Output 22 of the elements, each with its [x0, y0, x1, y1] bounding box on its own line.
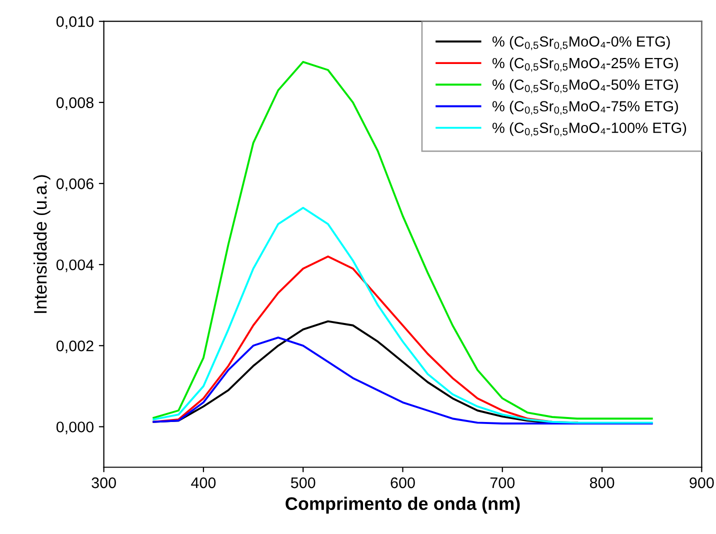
x-tick-label: 500	[290, 477, 316, 488]
legend-label: % (C$_{0,5}$Sr$_{0,5}$MoO₄-100% ETG)	[492, 122, 686, 136]
legend-label: % (C$_{0,5}$Sr$_{0,5}$MoO₄-25% ETG)	[492, 58, 678, 72]
line-series	[152, 206, 653, 424]
y-tick-label: 0,004	[56, 259, 94, 272]
x-tick-label: 600	[390, 477, 415, 488]
y-tick-label: 0,000	[56, 422, 94, 434]
y-axis-title: Intensidade (u.a.)	[33, 175, 50, 313]
line-series	[152, 336, 653, 424]
legend-label: % (C$_{0,5}$Sr$_{0,5}$MoO₄-0% ETG)	[492, 36, 670, 50]
x-tick-label: 400	[191, 477, 216, 488]
y-tick-label: 0,002	[56, 340, 94, 354]
x-tick-label: 700	[490, 477, 515, 488]
y-tick-label: 0,006	[56, 178, 94, 191]
x-tick-label: 800	[590, 477, 614, 488]
x-axis-title: Comprimento de onda (nm)	[286, 496, 520, 514]
y-tick-label: 0,010	[56, 16, 94, 29]
legend-label: % (C$_{0,5}$Sr$_{0,5}$MoO₄-75% ETG)	[492, 100, 678, 115]
x-tick-label: 300	[92, 477, 116, 488]
x-tick-label: 900	[690, 477, 714, 488]
y-tick-label: 0,008	[56, 97, 94, 110]
legend-label: % (C$_{0,5}$Sr$_{0,5}$MoO₄-50% ETG)	[492, 79, 678, 94]
